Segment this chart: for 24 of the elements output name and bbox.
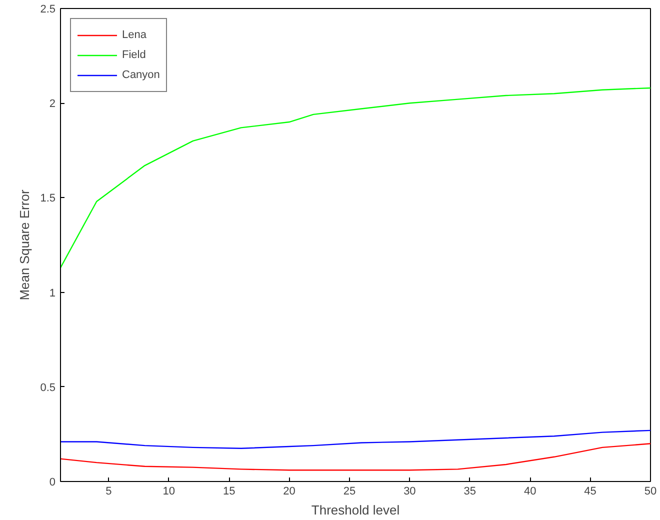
y-tick-label: 1 [49, 287, 56, 300]
x-tick-label: 50 [644, 486, 657, 498]
line-series [60, 87, 650, 268]
x-tick-label: 30 [404, 486, 416, 498]
legend-label: Field [122, 49, 146, 61]
legend-label: Canyon [122, 69, 160, 81]
x-axis-title: Threshold level [311, 502, 400, 518]
y-tick-label: 1.5 [40, 192, 56, 205]
line-series [60, 430, 650, 449]
x-tick-label: 40 [524, 486, 536, 498]
y-axis-title: Mean Square Error [17, 189, 32, 300]
x-tick-label: 25 [343, 486, 356, 498]
legend-label: Lena [122, 29, 146, 41]
x-tick-label: 15 [222, 486, 236, 498]
x-tick-label: 10 [162, 486, 175, 498]
x-tick-label: 20 [283, 486, 296, 498]
x-tick-label: 5 [106, 486, 112, 498]
x-tick-label: 35 [464, 486, 476, 498]
y-tick-label: 0.5 [40, 382, 56, 394]
y-tick-label: 2 [49, 98, 56, 110]
y-tick-label: 0 [49, 476, 56, 488]
x-tick-label: 45 [584, 486, 596, 498]
line-series [60, 443, 650, 471]
y-tick-label: 2.5 [40, 4, 56, 16]
